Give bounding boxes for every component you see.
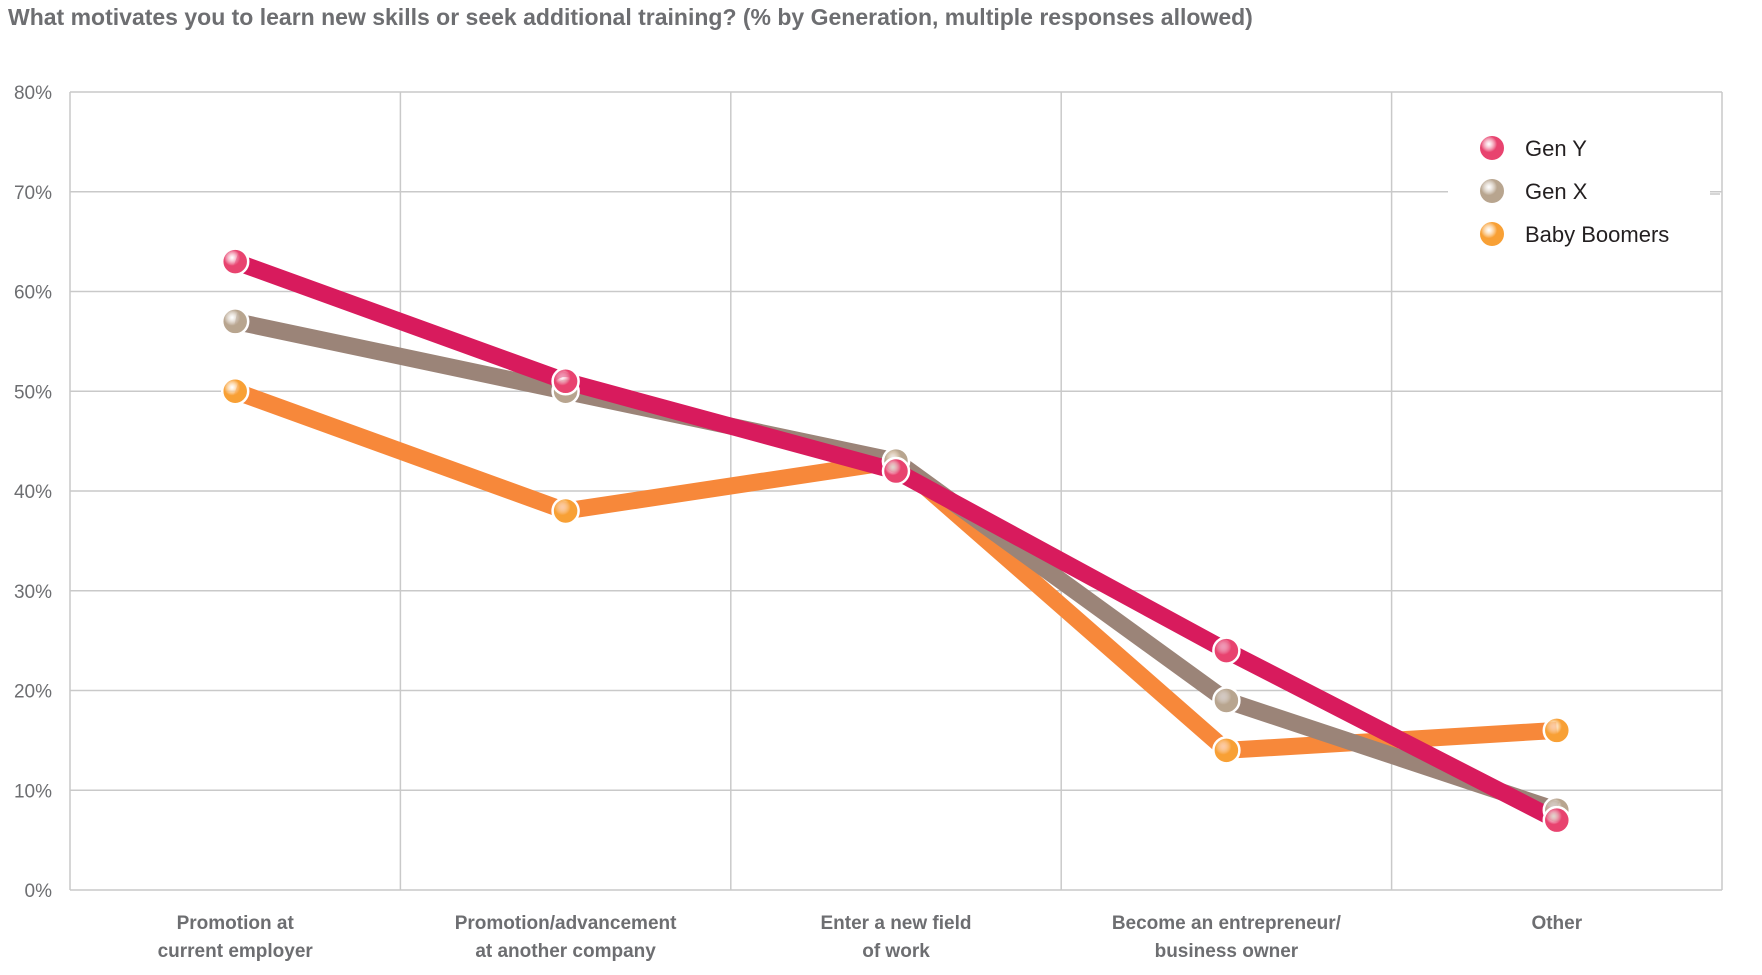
y-tick-label: 70% [14,183,52,204]
data-point-baby-boomers [551,496,580,526]
data-point-gen-x [1212,686,1241,715]
legend-label: Gen X [1525,179,1588,204]
data-point-gen-y [1542,805,1572,835]
y-tick-label: 20% [14,682,52,703]
legend-marker [1478,220,1506,248]
x-tick-label: business owner [1155,941,1299,962]
legend-marker [1478,134,1506,162]
data-point-gen-y [551,367,580,396]
data-point-baby-boomers [1212,736,1241,765]
x-axis: Promotion at current employer Promotion/ad… [158,913,1583,962]
data-point-baby-boomers [220,377,250,406]
x-tick-label: Promotion/advancement [455,913,677,934]
data-point-gen-y [220,247,250,276]
x-tick-label: of work [862,941,930,962]
legend-marker [1478,177,1506,205]
chart-title: What motivates you to learn new skills o… [8,4,1253,30]
y-tick-label: 10% [14,781,52,802]
y-tick-label: 40% [14,482,52,503]
x-tick-label: Become an entrepreneur/ [1112,913,1342,934]
data-point-gen-x [220,307,250,336]
x-tick-label: at another company [475,941,656,962]
y-tick-label: 50% [14,382,52,403]
legend-label: Baby Boomers [1525,222,1669,247]
x-tick-label: Promotion at [177,913,295,934]
legend: Gen Y Gen X Baby Boomers [1448,118,1720,258]
x-tick-label: Enter a new field [821,913,972,934]
data-point-gen-y [881,456,911,486]
data-point-gen-y [1212,636,1241,665]
series-line-baby-boomers [232,383,1558,760]
x-tick-label: current employer [158,941,314,962]
y-tick-label: 60% [14,283,52,304]
y-tick-label: 80% [14,83,52,104]
series-line-gen-x [233,313,1560,819]
data-point-baby-boomers [1542,716,1572,745]
series-lines [232,253,1561,828]
legend-label: Gen Y [1525,136,1587,161]
series-markers [220,247,1572,835]
y-axis: 0% 10% 20% 30% 40% 50% 60% 70% 80% [14,83,52,902]
x-tick-label: Other [1531,913,1582,934]
y-tick-label: 0% [25,881,53,902]
y-tick-label: 30% [14,582,52,603]
